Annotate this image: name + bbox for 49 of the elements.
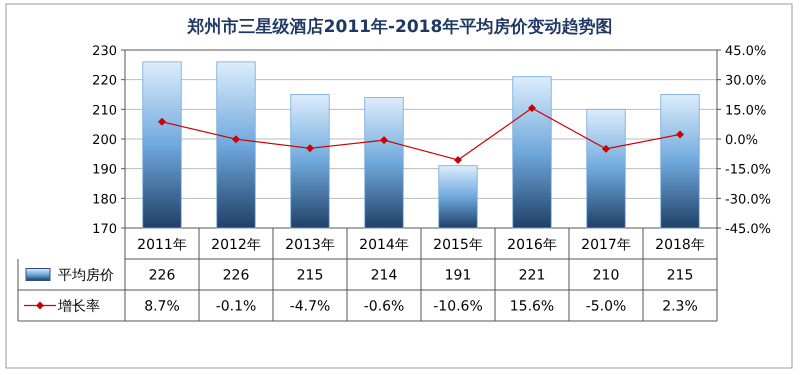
y2-tick-label: 0.0% (725, 133, 758, 148)
data-label: 210 (592, 268, 620, 284)
y2-tick-label: -45.0% (725, 222, 771, 237)
y2-tick-label: 45.0% (725, 44, 766, 59)
y2-tick-label: 15.0% (725, 103, 766, 118)
y-tick-label: 190 (92, 162, 117, 178)
x-tick-label: 2013年 (285, 237, 335, 253)
point (528, 104, 536, 112)
point (232, 135, 240, 144)
x-tick-label: 2016年 (507, 237, 557, 253)
y2-tick-label: 30.0% (725, 74, 766, 89)
x-tick-label: 2011年 (137, 237, 187, 253)
data-label: 2.3% (662, 298, 698, 314)
data-label: -10.6% (433, 298, 483, 314)
legend-label: 增长率 (57, 298, 100, 314)
y-tick-label: 220 (92, 74, 117, 89)
data-label: 226 (148, 268, 176, 284)
x-tick-label: 2014年 (359, 237, 409, 253)
data-label: 226 (222, 268, 250, 284)
data-label: -4.7% (290, 298, 330, 314)
point (676, 130, 684, 138)
y-tick-label: 210 (92, 103, 117, 118)
y2-tick-label: -30.0% (725, 192, 771, 208)
x-tick-label: 2012年 (211, 237, 261, 253)
y-tick-label: 180 (92, 192, 117, 208)
data-label: 191 (444, 268, 472, 284)
y-tick-label: 170 (92, 222, 117, 237)
data-label: -5.0% (586, 298, 626, 314)
y-tick-label: 230 (92, 44, 117, 59)
x-tick-label: 2015年 (433, 237, 483, 253)
point (454, 156, 462, 164)
chart-title: 郑州市三星级酒店2011年-2018年平均房价变动趋势图 (186, 17, 612, 37)
point (158, 118, 166, 126)
data-label: 215 (296, 268, 324, 284)
point (306, 144, 314, 152)
point (380, 136, 388, 144)
data-label: 15.6% (510, 298, 554, 314)
y2-tick-label: -15.0% (725, 162, 771, 178)
data-label: 215 (666, 268, 694, 284)
y-tick-label: 200 (92, 133, 117, 148)
data-label: -0.1% (216, 298, 256, 314)
point (602, 144, 610, 153)
data-label: 221 (518, 268, 546, 284)
x-tick-label: 2017年 (581, 237, 631, 253)
legend-label: 平均房价 (58, 268, 114, 284)
data-label: 214 (370, 268, 398, 284)
data-label: 8.7% (144, 298, 180, 314)
x-tick-label: 2018年 (655, 237, 705, 253)
data-label: -0.6% (364, 298, 404, 314)
